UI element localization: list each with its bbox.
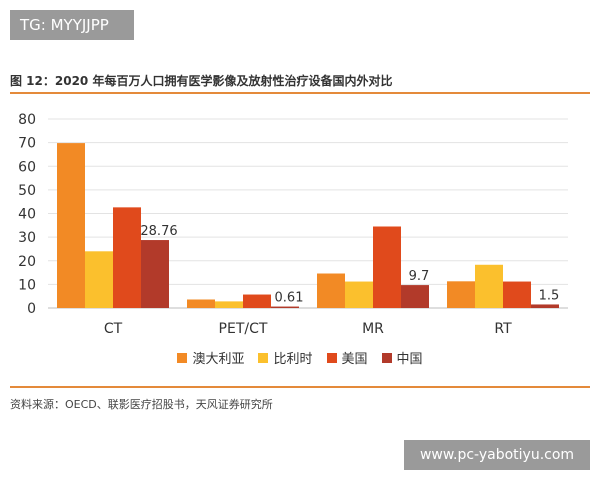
bar	[57, 143, 85, 308]
y-axis-ticks: 0 10 20 30 40 50 60 70 80	[18, 112, 36, 317]
bar	[345, 281, 373, 308]
bar	[475, 264, 503, 308]
bars	[57, 143, 559, 308]
title-rule	[10, 92, 590, 94]
watermark-top: TG: MYYJJPP	[10, 10, 134, 40]
bar	[271, 306, 299, 308]
watermark-bottom: www.pc-yabotiyu.com	[404, 440, 590, 470]
bar	[373, 226, 401, 308]
legend-label: 澳大利亚	[192, 352, 245, 367]
bar	[531, 304, 559, 308]
category-labels: CT PET/CT MR RT	[104, 321, 512, 337]
legend-label: 美国	[341, 352, 368, 367]
y-tick-label: 50	[18, 183, 36, 199]
legend-label: 中国	[396, 352, 423, 367]
bar	[141, 240, 169, 308]
bar	[401, 285, 429, 308]
bar	[447, 281, 475, 308]
legend-swatch	[381, 352, 392, 363]
y-tick-label: 20	[18, 254, 36, 270]
y-tick-label: 60	[18, 159, 36, 175]
bar	[503, 281, 531, 308]
figure-title: 图 12：2020 年每百万人口拥有医学影像及放射性治疗设备国内外对比	[10, 74, 393, 88]
legend-item: 中国	[381, 348, 423, 367]
bar	[85, 251, 113, 308]
category-label: CT	[104, 321, 123, 337]
legend-item: 比利时	[258, 348, 313, 367]
legend-swatch	[326, 352, 337, 363]
data-label: 0.61	[275, 291, 304, 306]
category-label: PET/CT	[219, 321, 268, 337]
bar	[187, 299, 215, 308]
legend-item: 澳大利亚	[177, 348, 244, 367]
legend-swatch	[177, 352, 188, 363]
category-label: RT	[494, 321, 512, 337]
source-note: 资料来源：OECD、联影医疗招股书，天风证券研究所	[10, 398, 273, 411]
bar	[317, 273, 345, 308]
data-label: 1.5	[539, 288, 560, 303]
y-tick-label: 70	[18, 136, 36, 152]
y-tick-label: 0	[27, 301, 36, 317]
data-labels: 28.76 0.61 9.7 1.5	[140, 224, 559, 306]
legend-item: 美国	[326, 348, 368, 367]
y-tick-label: 10	[18, 277, 36, 293]
category-label: MR	[362, 321, 384, 337]
y-tick-label: 80	[18, 112, 36, 128]
data-label: 9.7	[409, 269, 430, 284]
data-label: 28.76	[140, 224, 177, 239]
bar	[215, 301, 243, 308]
bar	[113, 207, 141, 308]
y-tick-label: 30	[18, 230, 36, 246]
legend-swatch	[258, 352, 269, 363]
bar-chart: 0 10 20 30 40 50 60 70 80 28.76 0.61 9.7 1.5 CT PET/…	[18, 112, 568, 337]
source-rule	[10, 386, 590, 388]
legend-label: 比利时	[273, 352, 313, 367]
legend: 澳大利亚 比利时 美国 中国	[0, 348, 600, 367]
y-tick-label: 40	[18, 207, 36, 223]
bar	[243, 294, 271, 308]
